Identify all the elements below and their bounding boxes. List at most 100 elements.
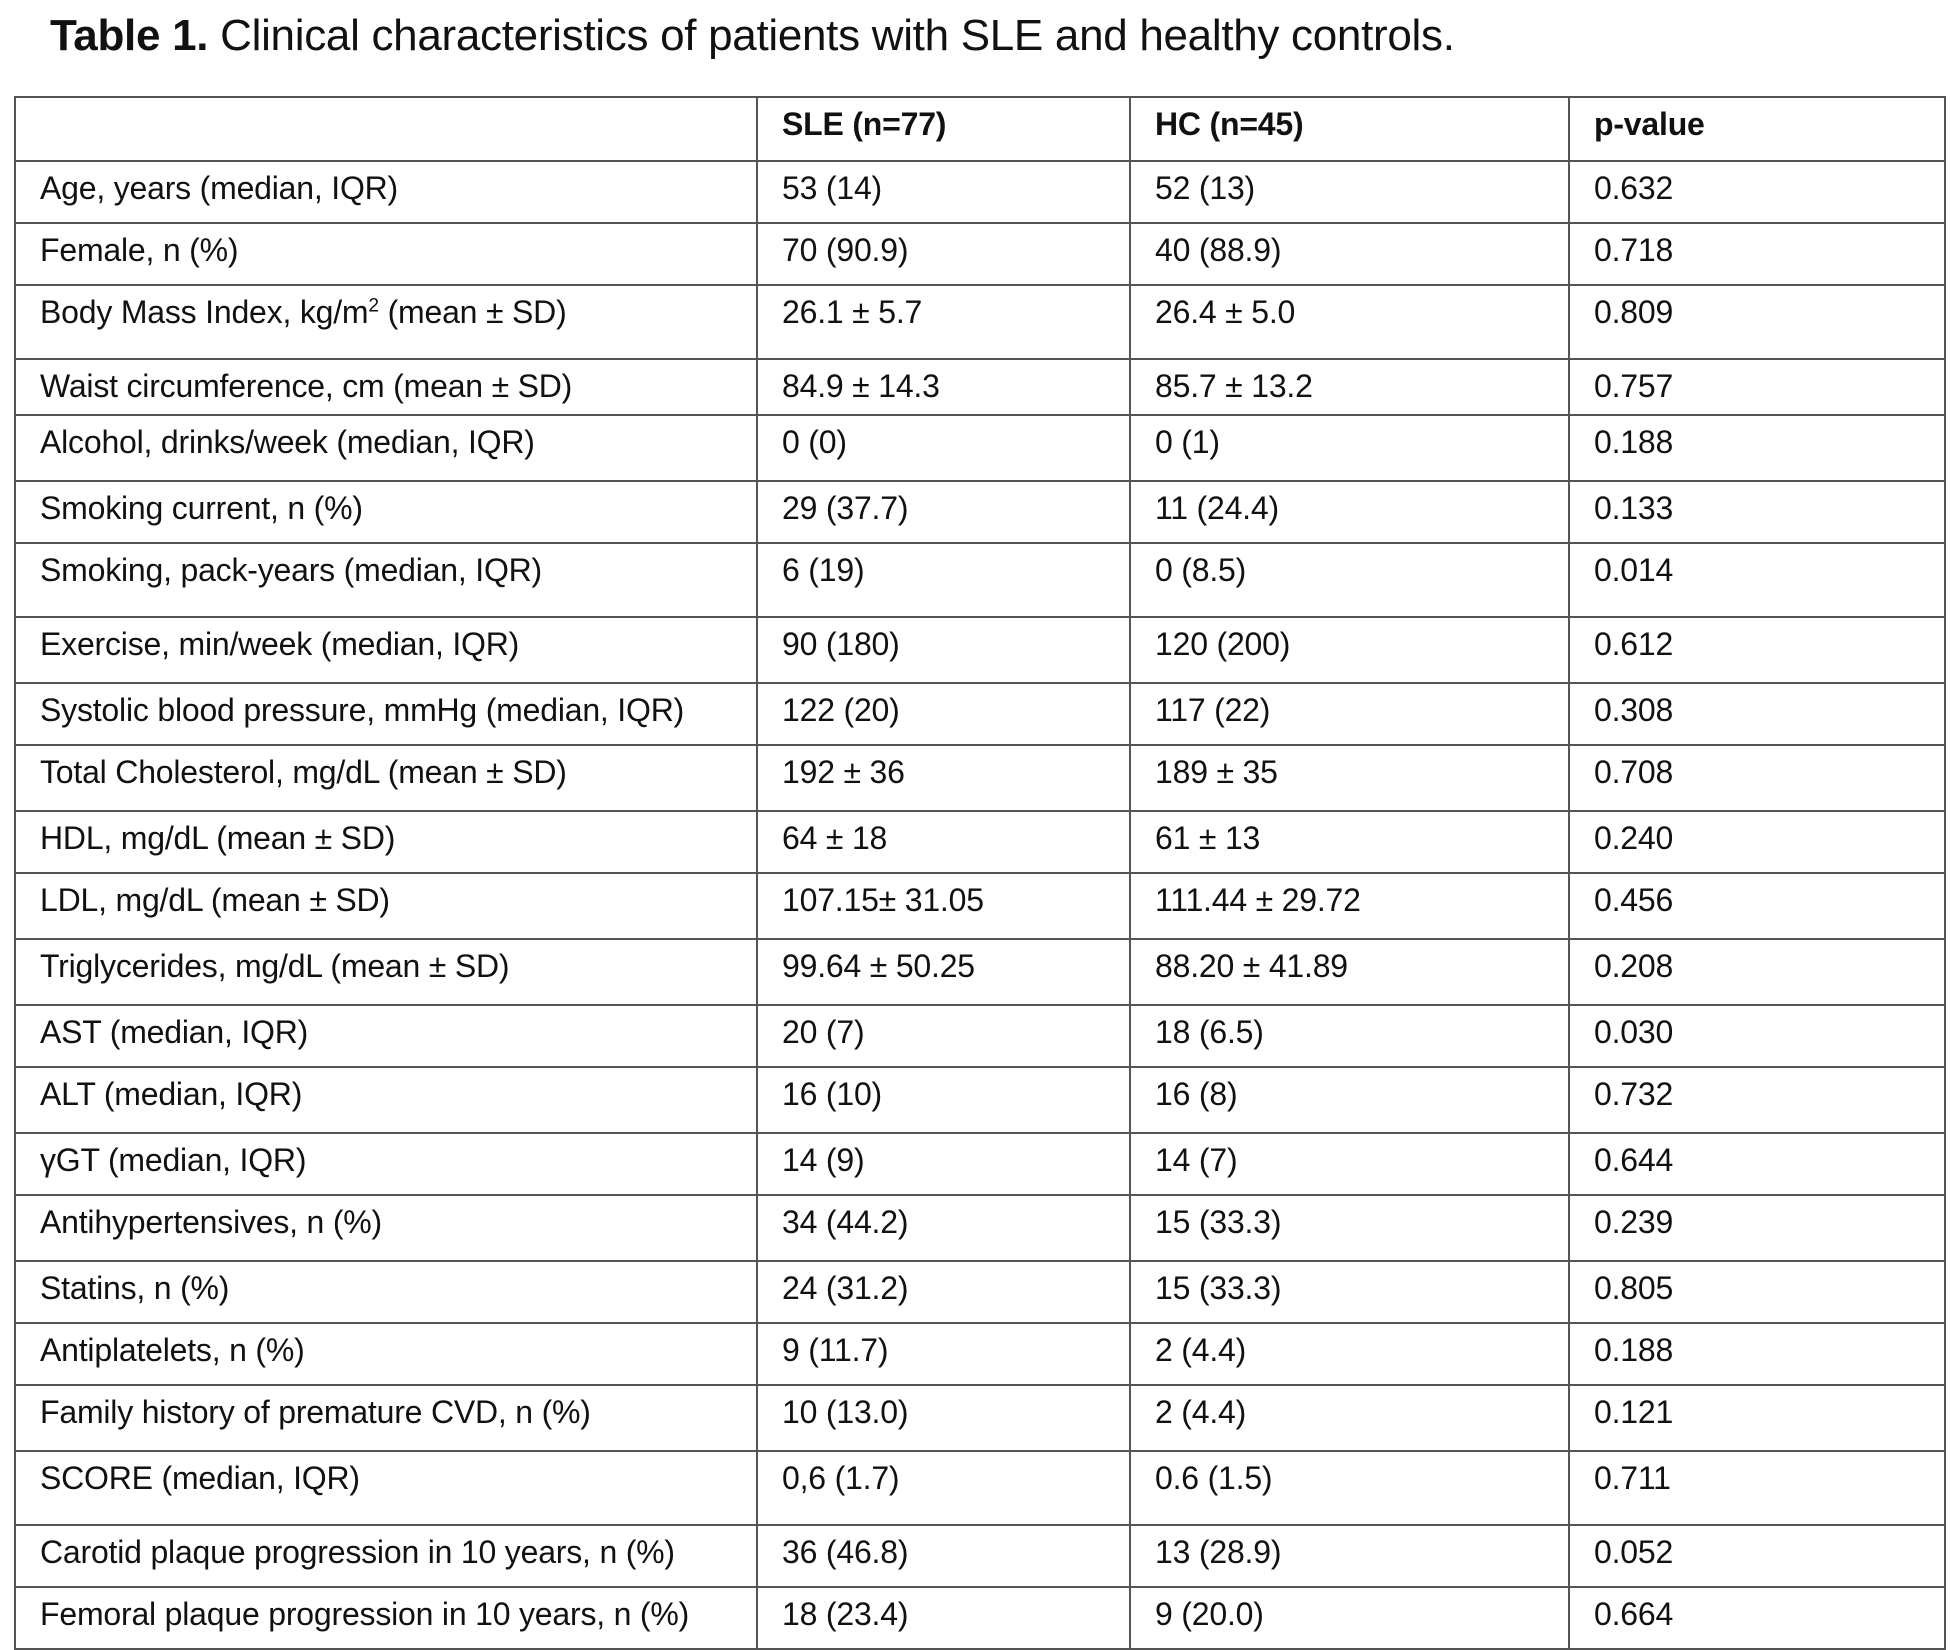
hc-value: 0 (8.5)	[1129, 542, 1570, 618]
sle-value: 34 (44.2)	[756, 1194, 1131, 1262]
table-row: Total Cholesterol, mg/dL (mean ± SD) 192…	[14, 744, 1946, 812]
p-value: 0.718	[1568, 222, 1946, 286]
p-value: 0.121	[1568, 1384, 1946, 1452]
sle-value: 0 (0)	[756, 414, 1131, 482]
row-label-suffix: (mean ± SD)	[378, 294, 567, 330]
hc-value: 11 (24.4)	[1129, 480, 1570, 544]
hc-value: 15 (33.3)	[1129, 1260, 1570, 1324]
header-cell-sle: SLE (n=77)	[756, 96, 1131, 162]
row-label: Alcohol, drinks/week (median, IQR)	[14, 414, 758, 482]
caption-text: Clinical characteristics of patients wit…	[220, 11, 1455, 60]
p-value: 0.805	[1568, 1260, 1946, 1324]
sle-value: 64 ± 18	[756, 810, 1131, 874]
hc-value: 16 (8)	[1129, 1066, 1570, 1134]
table-row: Body Mass Index, kg/m2 (mean ± SD) 26.1 …	[14, 284, 1946, 360]
hc-value: 13 (28.9)	[1129, 1524, 1570, 1588]
table-row: Femoral plaque progression in 10 years, …	[14, 1586, 1946, 1650]
hc-value: 88.20 ± 41.89	[1129, 938, 1570, 1006]
row-label: Smoking, pack-years (median, IQR)	[14, 542, 758, 618]
table-row: AST (median, IQR) 20 (7) 18 (6.5) 0.030	[14, 1004, 1946, 1068]
row-label: Total Cholesterol, mg/dL (mean ± SD)	[14, 744, 758, 812]
table-row: Waist circumference, cm (mean ± SD) 84.9…	[14, 358, 1946, 416]
sle-value: 192 ± 36	[756, 744, 1131, 812]
row-label: Female, n (%)	[14, 222, 758, 286]
row-label: Antiplatelets, n (%)	[14, 1322, 758, 1386]
sle-value: 70 (90.9)	[756, 222, 1131, 286]
sle-value: 9 (11.7)	[756, 1322, 1131, 1386]
hc-value: 40 (88.9)	[1129, 222, 1570, 286]
table-row: Systolic blood pressure, mmHg (median, I…	[14, 682, 1946, 746]
sle-value: 16 (10)	[756, 1066, 1131, 1134]
p-value: 0.757	[1568, 358, 1946, 416]
row-label: SCORE (median, IQR)	[14, 1450, 758, 1526]
caption-label: Table 1.	[50, 11, 209, 60]
row-label: HDL, mg/dL (mean ± SD)	[14, 810, 758, 874]
p-value: 0.240	[1568, 810, 1946, 874]
p-value: 0.052	[1568, 1524, 1946, 1588]
table-row: Alcohol, drinks/week (median, IQR) 0 (0)…	[14, 414, 1946, 482]
sle-value: 107.15± 31.05	[756, 872, 1131, 940]
sle-value: 84.9 ± 14.3	[756, 358, 1131, 416]
sle-value: 99.64 ± 50.25	[756, 938, 1131, 1006]
table-row: Family history of premature CVD, n (%) 1…	[14, 1384, 1946, 1452]
table-row: Antiplatelets, n (%) 9 (11.7) 2 (4.4) 0.…	[14, 1322, 1946, 1386]
p-value: 0.308	[1568, 682, 1946, 746]
clinical-characteristics-table: SLE (n=77) HC (n=45) p-value Age, years …	[14, 96, 1946, 1650]
p-value: 0.208	[1568, 938, 1946, 1006]
row-label: Statins, n (%)	[14, 1260, 758, 1324]
sle-value: 36 (46.8)	[756, 1524, 1131, 1588]
p-value: 0.188	[1568, 1322, 1946, 1386]
hc-value: 2 (4.4)	[1129, 1384, 1570, 1452]
row-label: Femoral plaque progression in 10 years, …	[14, 1586, 758, 1650]
sle-value: 18 (23.4)	[756, 1586, 1131, 1650]
hc-value: 0.6 (1.5)	[1129, 1450, 1570, 1526]
hc-value: 61 ± 13	[1129, 810, 1570, 874]
row-label-text: Body Mass Index, kg/m	[40, 294, 369, 330]
table-caption: Table 1. Clinical characteristics of pat…	[50, 8, 1455, 64]
row-label-superscript: 2	[368, 295, 379, 317]
table-row: SCORE (median, IQR) 0,6 (1.7) 0.6 (1.5) …	[14, 1450, 1946, 1526]
sle-value: 20 (7)	[756, 1004, 1131, 1068]
table-header-row: SLE (n=77) HC (n=45) p-value	[14, 96, 1946, 162]
sle-value: 10 (13.0)	[756, 1384, 1131, 1452]
row-label: Antihypertensives, n (%)	[14, 1194, 758, 1262]
row-label: Waist circumference, cm (mean ± SD)	[14, 358, 758, 416]
p-value: 0.708	[1568, 744, 1946, 812]
table-row: Female, n (%) 70 (90.9) 40 (88.9) 0.718	[14, 222, 1946, 286]
row-label: Triglycerides, mg/dL (mean ± SD)	[14, 938, 758, 1006]
hc-value: 9 (20.0)	[1129, 1586, 1570, 1650]
sle-value: 26.1 ± 5.7	[756, 284, 1131, 360]
table-row: Exercise, min/week (median, IQR) 90 (180…	[14, 616, 1946, 684]
row-label: Smoking current, n (%)	[14, 480, 758, 544]
hc-value: 111.44 ± 29.72	[1129, 872, 1570, 940]
hc-value: 2 (4.4)	[1129, 1322, 1570, 1386]
table-row: Carotid plaque progression in 10 years, …	[14, 1524, 1946, 1588]
table-row: Smoking current, n (%) 29 (37.7) 11 (24.…	[14, 480, 1946, 544]
p-value: 0.030	[1568, 1004, 1946, 1068]
row-label: ALT (median, IQR)	[14, 1066, 758, 1134]
row-label: Exercise, min/week (median, IQR)	[14, 616, 758, 684]
sle-value: 122 (20)	[756, 682, 1131, 746]
table-row: LDL, mg/dL (mean ± SD) 107.15± 31.05 111…	[14, 872, 1946, 940]
hc-value: 0 (1)	[1129, 414, 1570, 482]
p-value: 0.612	[1568, 616, 1946, 684]
sle-value: 90 (180)	[756, 616, 1131, 684]
row-label: Systolic blood pressure, mmHg (median, I…	[14, 682, 758, 746]
table-row: Triglycerides, mg/dL (mean ± SD) 99.64 ±…	[14, 938, 1946, 1006]
row-label: Body Mass Index, kg/m2 (mean ± SD)	[14, 284, 758, 360]
p-value: 0.644	[1568, 1132, 1946, 1196]
p-value: 0.133	[1568, 480, 1946, 544]
row-label: LDL, mg/dL (mean ± SD)	[14, 872, 758, 940]
header-cell-hc: HC (n=45)	[1129, 96, 1570, 162]
p-value: 0.711	[1568, 1450, 1946, 1526]
sle-value: 6 (19)	[756, 542, 1131, 618]
table-row: HDL, mg/dL (mean ± SD) 64 ± 18 61 ± 13 0…	[14, 810, 1946, 874]
hc-value: 189 ± 35	[1129, 744, 1570, 812]
hc-value: 120 (200)	[1129, 616, 1570, 684]
p-value: 0.188	[1568, 414, 1946, 482]
p-value: 0.664	[1568, 1586, 1946, 1650]
p-value: 0.732	[1568, 1066, 1946, 1134]
table-row: Antihypertensives, n (%) 34 (44.2) 15 (3…	[14, 1194, 1946, 1262]
hc-value: 15 (33.3)	[1129, 1194, 1570, 1262]
table-row: ALT (median, IQR) 16 (10) 16 (8) 0.732	[14, 1066, 1946, 1134]
